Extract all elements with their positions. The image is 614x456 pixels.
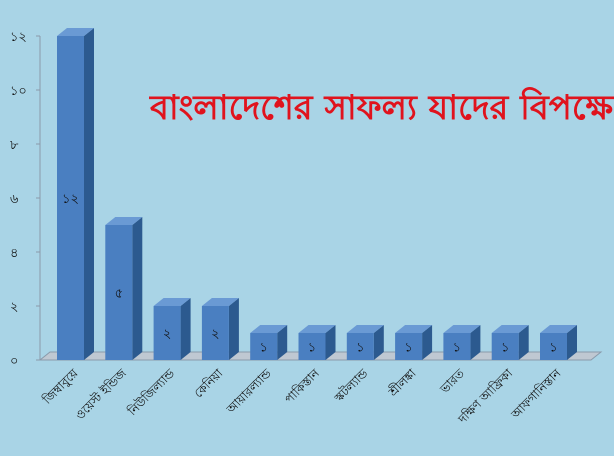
bar-data-label: ১ bbox=[356, 341, 364, 356]
bar-front bbox=[443, 333, 471, 360]
bar-side bbox=[470, 325, 481, 360]
bar: ৫ bbox=[105, 217, 143, 360]
x-category-label: পাকিস্তান bbox=[282, 366, 323, 407]
y-tick-label: ৮ bbox=[10, 138, 19, 153]
bar-front bbox=[298, 333, 326, 360]
bar-side bbox=[84, 28, 94, 360]
bar-front bbox=[491, 333, 519, 360]
bar-front bbox=[105, 225, 133, 360]
bar: ১ bbox=[491, 325, 529, 360]
bar-top bbox=[201, 298, 239, 306]
y-tick-label: ১২ bbox=[10, 30, 27, 45]
bar-side bbox=[518, 325, 529, 360]
bar: ১ bbox=[346, 325, 384, 360]
bar-data-label: ১ bbox=[308, 341, 316, 356]
bar-side bbox=[277, 325, 288, 360]
y-tick-label: ০ bbox=[10, 354, 18, 369]
bar-top bbox=[491, 325, 529, 333]
y-tick-label: ৪ bbox=[10, 246, 18, 261]
x-category-label: শ্রীলঙ্কা bbox=[384, 365, 419, 400]
bar: ১ bbox=[250, 325, 288, 360]
bar-front bbox=[346, 333, 374, 360]
bar: ১ bbox=[443, 325, 481, 360]
bar-front bbox=[540, 333, 567, 360]
y-tick-label: ২ bbox=[10, 300, 18, 315]
y-tick-label: ৬ bbox=[10, 192, 19, 207]
bar: ২ bbox=[153, 298, 191, 360]
bar: ২ bbox=[201, 298, 239, 360]
bar-top bbox=[153, 298, 191, 306]
bar-front bbox=[250, 333, 278, 360]
x-category-label: নিউজিল্যান্ড bbox=[124, 366, 177, 419]
bar-front bbox=[153, 306, 181, 360]
x-category-label: ওয়েস্ট ইন্ডিজ bbox=[73, 366, 129, 422]
bar-top bbox=[540, 325, 577, 333]
bar-top bbox=[346, 325, 384, 333]
bar: ১ bbox=[395, 325, 433, 360]
bar: ১২ bbox=[57, 28, 94, 360]
bar-side bbox=[567, 325, 577, 360]
bar-front bbox=[57, 36, 84, 360]
bar-side bbox=[180, 298, 191, 360]
x-category-label: আয়ারল্যান্ড bbox=[223, 366, 274, 417]
bar-front bbox=[201, 306, 229, 360]
x-category-label: ভারত bbox=[437, 366, 468, 397]
bar-side bbox=[422, 325, 433, 360]
x-category-label: কেনিয়া bbox=[191, 366, 226, 401]
bar-top bbox=[250, 325, 288, 333]
bar-side bbox=[132, 217, 143, 360]
bar-data-label: ১ bbox=[549, 341, 557, 356]
bar-data-label: ১২ bbox=[62, 192, 79, 207]
y-tick-label: ১০ bbox=[10, 84, 27, 99]
bar-front bbox=[395, 333, 423, 360]
bar: ১ bbox=[540, 325, 577, 360]
bar-data-label: ২ bbox=[211, 327, 219, 342]
chart-title: বাংলাদেশের সাফল্য যাদের বিপক্ষে bbox=[150, 88, 614, 128]
x-category-label: স্কটল্যান্ড bbox=[331, 366, 371, 406]
bar-data-label: ২ bbox=[163, 327, 171, 342]
bar-top bbox=[105, 217, 143, 225]
x-category-label: আফগানিস্তান bbox=[508, 366, 564, 422]
bar-data-label: ৫ bbox=[115, 287, 123, 302]
bar-data-label: ১ bbox=[501, 341, 509, 356]
bar-top bbox=[57, 28, 94, 36]
bar-data-label: ১ bbox=[453, 341, 461, 356]
bar-side bbox=[325, 325, 336, 360]
bar-data-label: ১ bbox=[259, 341, 267, 356]
bar-top bbox=[443, 325, 481, 333]
bar-top bbox=[298, 325, 336, 333]
bar-side bbox=[228, 298, 239, 360]
bar: ১ bbox=[298, 325, 336, 360]
bar-top bbox=[395, 325, 433, 333]
bar-data-label: ১ bbox=[404, 341, 412, 356]
x-category-label: জিম্বাবুয়ে bbox=[39, 366, 81, 408]
bar-side bbox=[373, 325, 384, 360]
